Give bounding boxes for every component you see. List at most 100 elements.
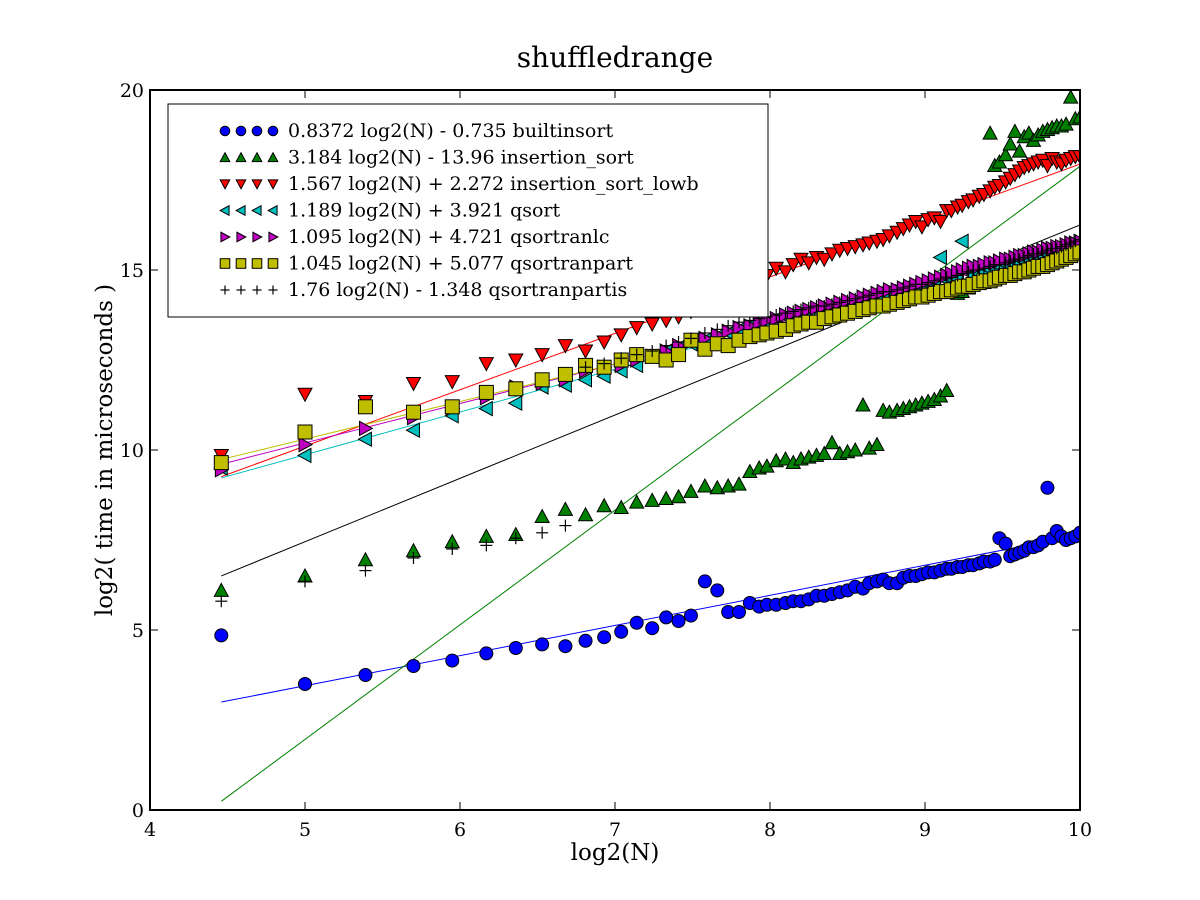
data-point-s1-30: [816, 445, 833, 461]
data-point-s6-8: [559, 519, 572, 532]
data-point-s0-12: [629, 615, 644, 630]
data-point-s1-11: [613, 499, 630, 515]
chart-title: shuffledrange: [517, 41, 713, 74]
data-point-s6-24: [770, 309, 783, 321]
data-point-s6-18: [711, 323, 724, 336]
data-point-s2-6: [507, 353, 524, 369]
data-point-s6-1: [299, 575, 311, 588]
legend-marker-2-3: [267, 179, 279, 190]
data-point-s1-61: [1007, 123, 1023, 138]
legend-entry-3: 1.189 log2(N) + 3.921 qsort: [219, 200, 561, 222]
data-point-s0-2: [358, 668, 373, 682]
data-point-s5-3: [406, 404, 421, 420]
data-point-s1-15: [670, 488, 687, 504]
legend-marker-1-3: [267, 151, 279, 163]
legend-marker-6-2: [252, 285, 262, 295]
data-point-s6-34: [849, 292, 862, 305]
data-point-s0-3: [406, 659, 421, 673]
data-point-s2-3: [405, 376, 422, 392]
legend-label-3: 1.189 log2(N) + 3.921 qsort: [288, 200, 561, 222]
data-point-s6-40: [891, 283, 904, 296]
data-point-s1-2: [357, 551, 374, 567]
data-point-s6-37: [870, 287, 883, 300]
y-tick-label-0: 0: [132, 800, 144, 822]
data-point-s6-42: [903, 280, 916, 293]
x-tick-label-2: 6: [454, 819, 466, 841]
data-point-s0-68: [1040, 480, 1055, 495]
data-point-s1-34: [847, 441, 864, 457]
legend-entry-5: 1.045 log2(N) + 5.077 qsortranpart: [219, 253, 633, 275]
data-point-s6-26: [787, 305, 800, 318]
data-point-s6-31: [826, 298, 838, 311]
data-point-s2-30: [816, 252, 833, 268]
data-point-s4-2: [359, 420, 374, 437]
data-point-s6-71: [1055, 240, 1068, 253]
legend-marker-6-1: [236, 285, 246, 295]
data-point-s0-14: [659, 610, 674, 625]
legend: 0.8372 log2(N) - 0.735 builtinsort 3.184 …: [167, 103, 769, 318]
data-point-s2-9: [577, 344, 594, 360]
data-point-s0-57: [987, 552, 1002, 567]
data-point-s6-67: [1036, 246, 1049, 258]
data-point-s6-10: [598, 357, 611, 370]
data-point-s2-8: [557, 339, 574, 354]
data-point-s1-12: [628, 494, 645, 509]
data-point-s6-15: [672, 336, 685, 348]
data-point-s4-1: [298, 436, 314, 453]
data-point-s1-10: [596, 497, 612, 513]
data-point-s2-26: [785, 258, 802, 273]
data-point-s0-5: [479, 646, 494, 661]
data-point-s5-6: [508, 381, 524, 397]
data-point-s1-13: [644, 492, 661, 507]
data-point-s0-15: [671, 614, 686, 628]
data-point-s6-64: [1022, 249, 1035, 262]
data-point-s1-75: [1072, 108, 1080, 124]
data-point-s0-17: [697, 574, 712, 589]
legend-marker-0-1: [235, 125, 247, 137]
data-point-s1-56: [982, 125, 998, 140]
x-tick-label-5: 9: [919, 819, 931, 841]
data-point-s2-25: [777, 265, 794, 280]
data-point-s3-3: [405, 422, 420, 439]
data-point-s5-5: [478, 384, 494, 400]
data-point-s1-16: [683, 483, 699, 498]
data-point-s0-8: [558, 639, 573, 654]
legend-marker-3-1: [235, 204, 246, 217]
legend-marker-5-2: [251, 258, 263, 269]
legend-marker-1-0: [219, 151, 231, 163]
x-axis-label: log2(N): [571, 840, 660, 866]
data-point-s6-6: [509, 532, 522, 545]
data-point-s6-27: [795, 303, 807, 316]
data-point-s2-7: [534, 348, 550, 363]
data-point-s1-48: [938, 382, 955, 398]
data-point-s6-0: [215, 595, 228, 608]
legend-marker-3-2: [251, 204, 262, 217]
data-point-s1-17: [697, 477, 713, 493]
legend-marker-0-3: [267, 125, 279, 137]
data-point-s6-55: [977, 262, 990, 275]
data-point-s6-59: [999, 256, 1012, 269]
legend-marker-3-0: [219, 204, 230, 217]
legend-label-2: 1.567 log2(N) + 2.272 insertion_sort_low…: [288, 173, 699, 195]
y-axis-label: log2( time in microseconds ): [92, 284, 118, 616]
data-point-s5-2: [357, 399, 373, 415]
data-point-s5-0: [213, 455, 229, 471]
data-point-s6-73: [1064, 237, 1077, 249]
data-point-s3-9: [577, 371, 592, 388]
legend-marker-4-1: [236, 231, 247, 243]
data-point-s2-13: [644, 317, 661, 333]
data-point-s0-59: [998, 536, 1013, 551]
data-point-s1-18: [709, 479, 726, 495]
data-point-s0-7: [535, 637, 550, 652]
data-point-s2-75: [1072, 150, 1080, 165]
data-point-s6-51: [956, 267, 969, 280]
data-point-s6-72: [1060, 238, 1073, 251]
data-point-s6-11: [615, 352, 628, 365]
legend-marker-5-1: [235, 258, 247, 269]
data-point-s0-16: [683, 608, 698, 623]
data-point-s6-62: [1013, 253, 1026, 266]
legend-marker-1-1: [235, 151, 247, 163]
data-point-s0-6: [508, 641, 523, 655]
data-point-s6-25: [779, 307, 792, 320]
data-point-s6-36: [863, 289, 876, 302]
